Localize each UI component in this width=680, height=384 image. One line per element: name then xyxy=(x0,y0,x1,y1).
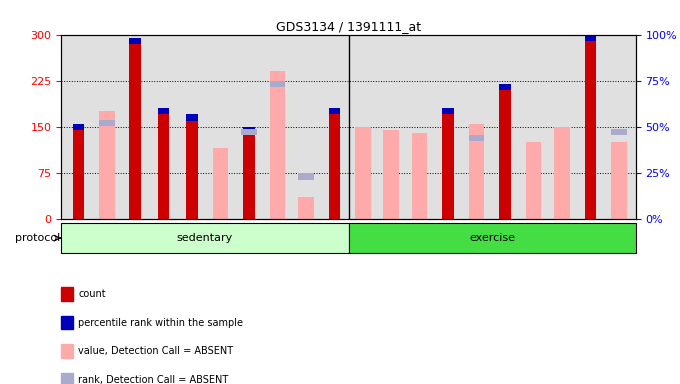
Bar xyxy=(443,108,454,114)
Bar xyxy=(499,87,511,219)
Bar xyxy=(269,81,285,88)
Text: value, Detection Call = ABSENT: value, Detection Call = ABSENT xyxy=(78,346,233,356)
Bar xyxy=(585,35,596,41)
Bar xyxy=(443,111,454,219)
Bar xyxy=(384,130,399,219)
Bar xyxy=(298,197,313,219)
Bar xyxy=(554,127,570,219)
Bar xyxy=(499,84,511,90)
Bar xyxy=(213,148,228,219)
Bar xyxy=(348,223,636,253)
Text: count: count xyxy=(78,289,106,299)
Bar xyxy=(526,142,541,219)
Bar xyxy=(412,133,428,219)
Text: protocol: protocol xyxy=(16,233,61,243)
Bar xyxy=(585,38,596,219)
Bar xyxy=(186,118,198,219)
Bar xyxy=(243,127,254,133)
Text: percentile rank within the sample: percentile rank within the sample xyxy=(78,318,243,328)
Bar xyxy=(355,127,371,219)
Bar xyxy=(99,120,114,126)
Text: rank, Detection Call = ABSENT: rank, Detection Call = ABSENT xyxy=(78,375,228,384)
Text: exercise: exercise xyxy=(469,233,515,243)
Bar xyxy=(328,108,340,114)
Bar xyxy=(99,111,114,219)
Bar xyxy=(129,41,141,219)
Bar xyxy=(158,108,169,114)
Bar xyxy=(611,129,626,135)
Bar xyxy=(158,111,169,219)
Bar xyxy=(241,129,257,135)
Text: sedentary: sedentary xyxy=(177,233,233,243)
Bar xyxy=(611,142,626,219)
Bar xyxy=(469,135,484,141)
Bar xyxy=(328,111,340,219)
Title: GDS3134 / 1391111_at: GDS3134 / 1391111_at xyxy=(276,20,421,33)
Bar xyxy=(61,223,348,253)
Bar xyxy=(186,114,198,121)
Bar xyxy=(243,130,254,219)
Bar xyxy=(73,124,84,130)
Bar xyxy=(73,127,84,219)
Bar xyxy=(469,124,484,219)
Bar xyxy=(129,38,141,44)
Bar xyxy=(269,71,285,219)
Bar xyxy=(298,174,313,180)
